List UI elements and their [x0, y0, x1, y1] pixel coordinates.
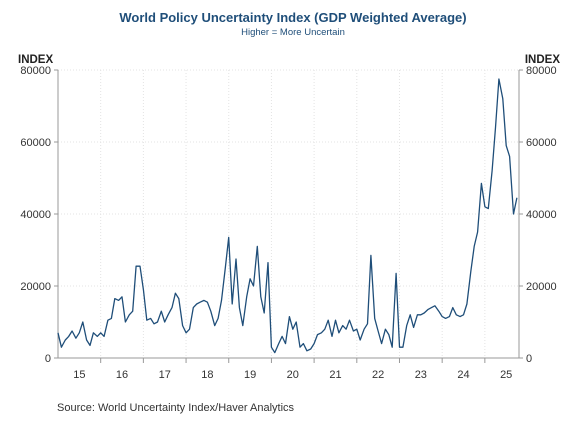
- y-tick-label-left: 60000: [20, 137, 51, 149]
- y-tick-label-left: 40000: [20, 209, 51, 221]
- x-tick-label: 23: [415, 369, 427, 381]
- y-tick-label-left: 20000: [20, 281, 51, 293]
- x-tick-label: 22: [372, 369, 384, 381]
- gridlines: [58, 69, 519, 358]
- chart-subtitle: Higher = More Uncertain: [241, 27, 345, 38]
- x-tick-label: 25: [500, 369, 512, 381]
- x-tick-label: 21: [329, 369, 341, 381]
- x-tick-label: 20: [287, 369, 299, 381]
- x-tick-label: 17: [159, 369, 171, 381]
- y-tick-label-left: 0: [45, 353, 51, 365]
- x-tick-label: 15: [73, 369, 85, 381]
- left-axis-unit: INDEX: [18, 54, 53, 66]
- x-tick-label: 19: [244, 369, 256, 381]
- x-tick-label: 18: [201, 369, 213, 381]
- y-tick-label-right: 40000: [526, 209, 557, 221]
- x-tick-label: 16: [116, 369, 128, 381]
- y-tick-label-left: 80000: [20, 65, 51, 77]
- series-line: [57, 78, 518, 354]
- tick-labels: 0 0 20000 20000 40000 40000 60000 60000 80000 800…: [20, 65, 556, 381]
- series-layer: [57, 78, 518, 354]
- y-tick-label-right: 0: [526, 353, 532, 365]
- y-tick-label-right: 20000: [526, 281, 557, 293]
- x-tick-label: 24: [457, 369, 469, 381]
- y-tick-label-right: 60000: [526, 137, 557, 149]
- right-axis-unit: INDEX: [525, 54, 560, 66]
- source-note: Source: World Uncertainty Index/Haver An…: [57, 402, 295, 414]
- y-tick-label-right: 80000: [526, 65, 557, 77]
- chart-title: World Policy Uncertainty Index (GDP Weig…: [119, 10, 466, 25]
- axes: [54, 69, 523, 363]
